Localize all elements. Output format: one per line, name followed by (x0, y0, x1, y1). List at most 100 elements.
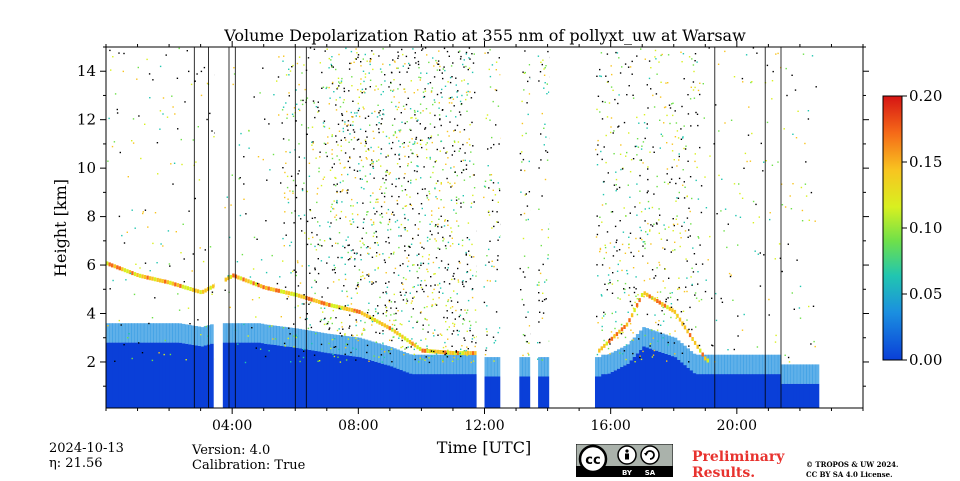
noise-pixel (441, 88, 443, 91)
noise-pixel (319, 156, 321, 158)
noise-pixel (466, 354, 468, 357)
layer-point (161, 279, 164, 284)
noise-pixel (715, 319, 718, 322)
noise-pixel (467, 68, 469, 71)
noise-pixel (298, 215, 300, 217)
noise-pixel (541, 317, 544, 319)
noise-pixel (396, 219, 399, 222)
noise-pixel (814, 220, 816, 222)
bl-top (427, 354, 432, 375)
noise-pixel (596, 164, 599, 166)
noise-pixel (388, 256, 390, 259)
noise-pixel (328, 86, 330, 89)
noise-pixel (449, 235, 451, 237)
noise-pixel (374, 269, 376, 271)
noise-pixel (377, 267, 379, 270)
noise-pixel (340, 321, 343, 324)
noise-pixel (265, 220, 267, 222)
bl-column (301, 348, 306, 408)
bl-column (314, 351, 318, 408)
noise-pixel (388, 300, 390, 303)
noise-pixel (603, 257, 605, 260)
preliminary-line1: Preliminary (692, 449, 785, 465)
noise-pixel (398, 158, 401, 160)
noise-pixel (639, 226, 641, 229)
layer-point (194, 288, 197, 293)
noise-pixel (174, 113, 176, 115)
noise-pixel (343, 167, 345, 169)
noise-pixel (805, 161, 807, 163)
noise-pixel (347, 236, 349, 238)
noise-pixel (544, 178, 547, 181)
bl-top (749, 354, 754, 375)
noise-pixel (340, 80, 343, 82)
layer-point (350, 308, 354, 313)
noise-pixel (428, 361, 431, 364)
bl-top (645, 328, 649, 348)
noise-pixel (453, 278, 456, 280)
bl-column (667, 355, 671, 408)
layer-point (383, 323, 386, 328)
noise-pixel (331, 66, 333, 68)
noise-pixel (385, 171, 387, 173)
noise-pixel (360, 142, 362, 144)
noise-pixel (282, 237, 284, 240)
noise-pixel (696, 113, 699, 115)
bl-top (456, 354, 460, 375)
noise-pixel (326, 86, 328, 89)
noise-pixel (380, 148, 383, 150)
noise-pixel (339, 162, 341, 165)
bl-top (642, 327, 646, 347)
noise-pixel (309, 209, 311, 211)
noise-pixel (170, 163, 172, 165)
noise-pixel (366, 158, 368, 160)
noise-pixel (360, 78, 362, 80)
noise-pixel (387, 236, 390, 239)
noise-pixel (341, 335, 343, 337)
noise-pixel (350, 205, 352, 207)
noise-pixel (686, 290, 688, 293)
noise-pixel (639, 174, 641, 177)
noise-pixel (523, 304, 525, 306)
noise-pixel (640, 48, 642, 50)
noise-pixel (471, 288, 474, 290)
noise-pixel (388, 86, 390, 88)
noise-pixel (490, 147, 492, 149)
noise-pixel (636, 306, 638, 309)
noise-pixel (616, 52, 619, 54)
noise-pixel (493, 342, 495, 344)
noise-pixel (471, 341, 473, 343)
noise-pixel (680, 311, 683, 313)
noise-pixel (619, 72, 622, 74)
bl-column (440, 374, 444, 408)
noise-pixel (414, 141, 416, 143)
noise-pixel (611, 73, 613, 76)
noise-pixel (664, 248, 666, 250)
noise-pixel (335, 99, 337, 101)
noise-pixel (610, 126, 612, 128)
bl-column (156, 342, 161, 408)
noise-pixel (347, 160, 349, 163)
noise-pixel (327, 136, 329, 138)
noise-pixel (167, 230, 170, 232)
bl-top (317, 332, 321, 352)
bl-top (459, 354, 463, 375)
noise-pixel (415, 62, 417, 64)
noise-pixel (346, 295, 349, 298)
noise-pixel (545, 150, 547, 152)
noise-pixel (374, 242, 376, 244)
noise-pixel (442, 68, 444, 70)
noise-pixel (410, 343, 412, 345)
noise-pixel (183, 281, 185, 283)
noise-pixel (331, 153, 333, 155)
noise-pixel (374, 213, 376, 215)
noise-pixel (422, 262, 425, 265)
noise-pixel (320, 343, 323, 346)
noise-pixel (402, 288, 405, 290)
noise-pixel (282, 60, 284, 62)
bl-top (172, 323, 176, 343)
layer-point (449, 350, 452, 355)
noise-pixel (364, 329, 366, 331)
noise-pixel (338, 159, 341, 161)
bl-top (661, 333, 665, 353)
